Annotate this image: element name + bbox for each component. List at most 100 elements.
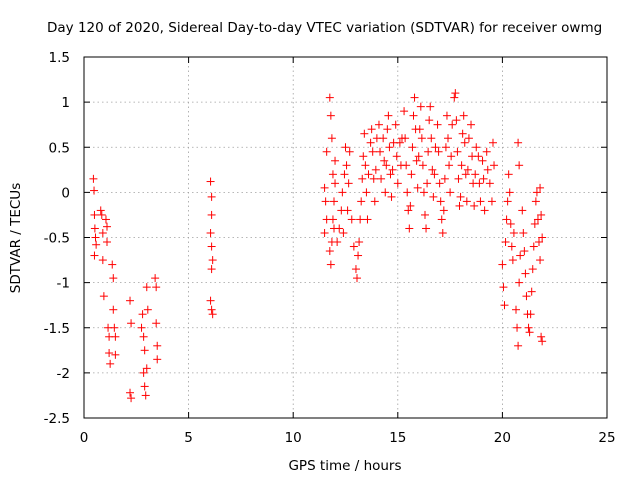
data-point — [476, 197, 485, 206]
data-point — [527, 287, 536, 296]
data-point — [444, 134, 453, 143]
y-tick-label: -2.5 — [44, 411, 70, 427]
data-point — [321, 197, 330, 206]
data-point — [520, 247, 529, 256]
data-point — [410, 93, 419, 102]
data-point — [353, 274, 362, 283]
data-point — [506, 219, 515, 228]
data-point — [516, 251, 525, 260]
data-point — [471, 170, 480, 179]
data-point — [327, 134, 336, 143]
data-point — [111, 350, 120, 359]
data-point — [376, 147, 385, 156]
data-point — [472, 143, 481, 152]
data-point — [342, 161, 351, 170]
y-tick-label: -2 — [57, 366, 70, 382]
data-point — [109, 305, 118, 314]
data-point — [392, 152, 401, 161]
data-point — [500, 301, 509, 310]
data-point — [109, 274, 118, 283]
data-point — [413, 183, 422, 192]
data-point — [331, 179, 340, 188]
data-point — [416, 102, 425, 111]
data-point — [368, 147, 377, 156]
data-point — [89, 174, 98, 183]
data-point — [433, 120, 442, 129]
data-point — [206, 228, 215, 237]
data-point — [538, 337, 547, 346]
data-point — [384, 111, 393, 120]
data-point — [412, 156, 421, 165]
data-point — [415, 125, 424, 134]
data-point — [357, 197, 366, 206]
data-point — [405, 224, 414, 233]
data-point — [366, 138, 375, 147]
y-tick-label: -1 — [57, 276, 70, 292]
data-point — [482, 147, 491, 156]
data-point — [97, 210, 106, 219]
data-point — [360, 129, 369, 138]
data-point — [435, 179, 444, 188]
data-point — [504, 170, 513, 179]
data-point — [108, 260, 117, 269]
data-point — [207, 265, 216, 274]
data-point — [483, 165, 492, 174]
data-point — [535, 238, 544, 247]
data-point — [537, 332, 546, 341]
data-point — [393, 179, 402, 188]
data-point — [480, 206, 489, 215]
data-point — [355, 238, 364, 247]
data-point — [90, 224, 99, 233]
data-point — [142, 364, 151, 373]
data-point — [474, 152, 483, 161]
data-point — [403, 188, 412, 197]
data-point — [450, 93, 459, 102]
data-point — [111, 332, 120, 341]
data-point — [96, 206, 105, 215]
data-point — [531, 197, 540, 206]
data-point — [456, 192, 465, 201]
data-point — [374, 120, 383, 129]
data-point — [325, 93, 334, 102]
data-point — [351, 265, 360, 274]
data-point — [519, 228, 528, 237]
data-point — [137, 323, 146, 332]
data-point — [207, 210, 216, 219]
data-point — [354, 251, 363, 260]
data-point — [367, 125, 376, 134]
data-point — [153, 341, 162, 350]
data-point — [358, 174, 367, 183]
chart-title: Day 120 of 2020, Sidereal Day-to-day VTE… — [47, 20, 602, 36]
x-axis-label: GPS time / hours — [288, 458, 401, 474]
data-point — [453, 147, 462, 156]
data-point — [459, 111, 468, 120]
data-point — [151, 274, 160, 283]
data-point — [339, 228, 348, 237]
data-point — [338, 188, 347, 197]
data-point — [143, 305, 152, 314]
data-point — [508, 256, 517, 265]
data-point — [335, 224, 344, 233]
data-point — [207, 242, 216, 251]
data-point — [139, 332, 148, 341]
data-point — [381, 188, 390, 197]
data-point — [538, 233, 547, 242]
data-point — [537, 210, 546, 219]
data-point — [521, 269, 530, 278]
data-point — [464, 134, 473, 143]
data-point — [361, 161, 370, 170]
data-point — [92, 240, 101, 249]
data-point — [98, 228, 107, 237]
data-point — [153, 355, 162, 364]
data-point — [139, 368, 148, 377]
data-point — [532, 188, 541, 197]
y-tick-label: -0.5 — [44, 231, 70, 247]
data-point — [536, 256, 545, 265]
data-point — [206, 177, 215, 186]
data-point — [429, 192, 438, 201]
data-point — [326, 260, 335, 269]
data-point — [427, 134, 436, 143]
data-point — [460, 138, 469, 147]
data-point — [515, 278, 524, 287]
data-point — [514, 138, 523, 147]
